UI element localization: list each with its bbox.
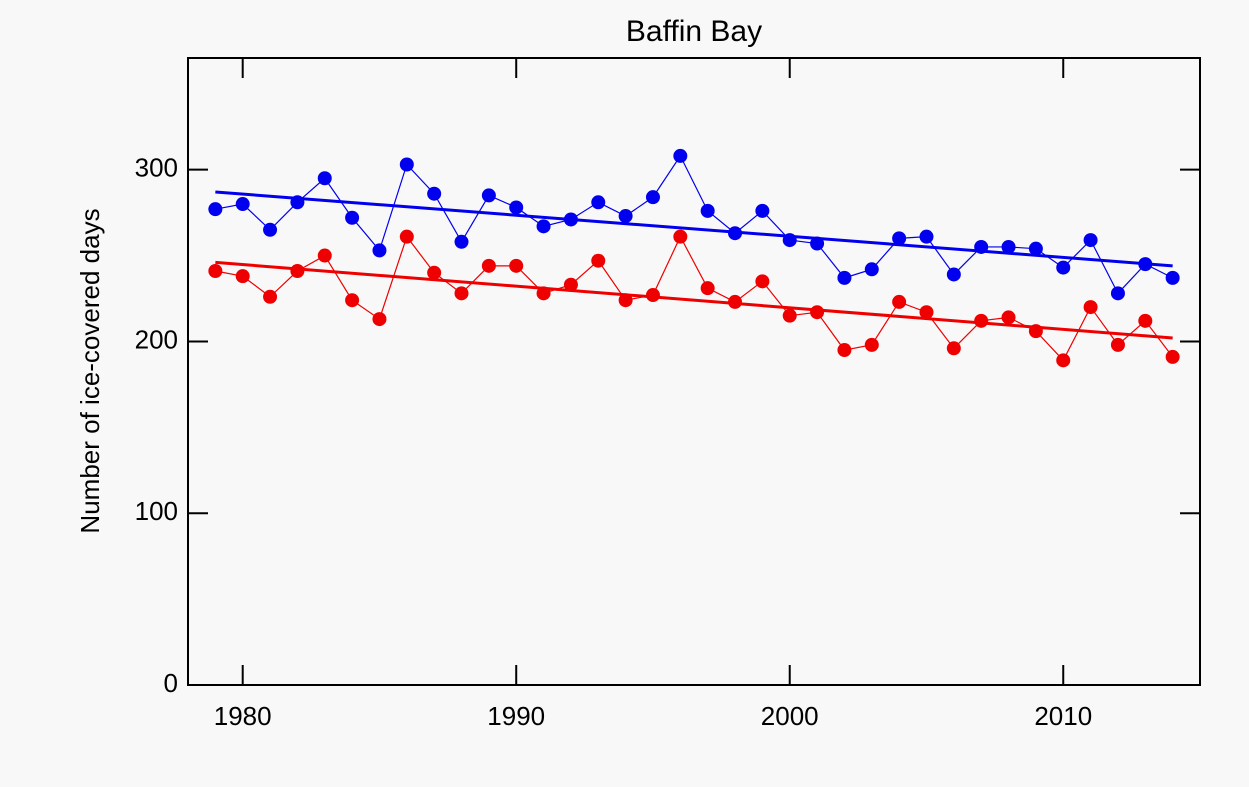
data-point (837, 343, 852, 358)
data-point (1110, 286, 1125, 301)
data-point (481, 188, 496, 203)
y-tick-label: 200 (135, 324, 178, 354)
data-point (673, 148, 688, 163)
data-point (919, 229, 934, 244)
data-point (946, 341, 961, 356)
data-point (317, 171, 332, 186)
y-tick-label: 100 (135, 496, 178, 526)
data-point (536, 219, 551, 234)
data-point (673, 229, 688, 244)
data-point (345, 210, 360, 225)
data-point (481, 258, 496, 273)
plot-frame (187, 57, 1201, 686)
data-point (782, 308, 797, 323)
data-point (919, 305, 934, 320)
data-point (700, 203, 715, 218)
y-tick-label: 0 (164, 668, 178, 698)
data-point (1083, 300, 1098, 315)
data-point (591, 195, 606, 210)
data-point (345, 293, 360, 308)
data-point (618, 209, 633, 224)
data-point (946, 267, 961, 282)
data-point (263, 222, 278, 237)
data-point (399, 157, 414, 172)
data-point (810, 305, 825, 320)
data-point (892, 294, 907, 309)
data-point (290, 264, 305, 279)
data-point (399, 229, 414, 244)
data-point (1165, 349, 1180, 364)
data-point (1028, 241, 1043, 256)
data-point (591, 253, 606, 268)
data-point (208, 202, 223, 217)
data-point (208, 264, 223, 279)
data-point (864, 337, 879, 352)
x-tick-label: 1980 (214, 701, 272, 731)
data-point (1001, 239, 1016, 254)
data-point (1138, 313, 1153, 328)
data-point (755, 203, 770, 218)
data-point (1056, 260, 1071, 275)
data-point (755, 274, 770, 289)
data-point (618, 293, 633, 308)
data-point (454, 234, 469, 249)
data-point (454, 286, 469, 301)
chart-title: Baffin Bay (626, 15, 762, 48)
data-point (700, 281, 715, 296)
data-point (728, 294, 743, 309)
data-point (563, 277, 578, 292)
data-point (645, 190, 660, 205)
data-point (317, 248, 332, 263)
trend-line (215, 190, 1173, 268)
data-point (509, 258, 524, 273)
data-point (1165, 270, 1180, 285)
y-tick-label: 300 (135, 153, 178, 183)
y-axis-label: Number of ice-covered days (75, 208, 105, 533)
data-point (427, 186, 442, 201)
x-tick-label: 1990 (487, 701, 545, 731)
data-point (372, 312, 387, 327)
data-point (1083, 233, 1098, 248)
data-point (235, 269, 250, 284)
data-point (1001, 310, 1016, 325)
data-point (892, 231, 907, 246)
data-point (837, 270, 852, 285)
data-point (509, 200, 524, 215)
data-point (864, 262, 879, 277)
data-point (1110, 337, 1125, 352)
data-point (974, 313, 989, 328)
data-point (645, 288, 660, 303)
x-tick-label: 2000 (761, 701, 819, 731)
data-point (263, 289, 278, 304)
data-point (235, 197, 250, 212)
data-point (427, 265, 442, 280)
trend-line (215, 260, 1173, 340)
data-point (372, 243, 387, 258)
data-point (1056, 353, 1071, 368)
x-tick-label: 2010 (1034, 701, 1092, 731)
